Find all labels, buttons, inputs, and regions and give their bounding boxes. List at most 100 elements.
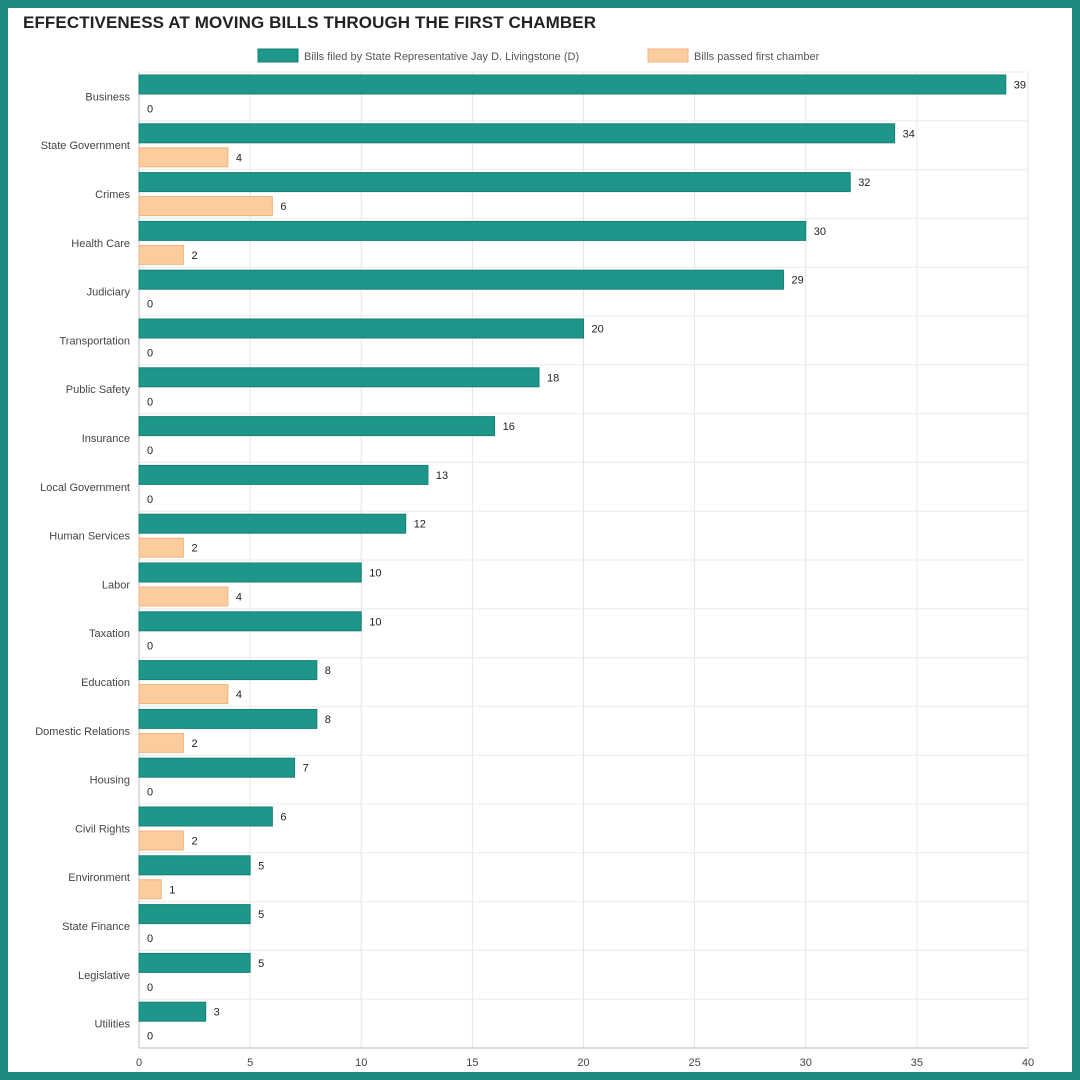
category-label: Taxation [89, 628, 130, 640]
data-label: 7 [303, 763, 309, 775]
x-tick-label: 35 [911, 1057, 923, 1069]
data-label: 10 [369, 616, 381, 628]
category-label: State Government [41, 140, 130, 152]
data-label: 6 [280, 201, 286, 213]
category-label: Local Government [40, 482, 130, 494]
data-label: 4 [236, 152, 242, 164]
legend-swatch [647, 48, 689, 63]
bar-passed [138, 732, 184, 753]
bar-filed [138, 904, 251, 925]
x-tick-label: 30 [800, 1057, 812, 1069]
legend-swatch [257, 48, 299, 63]
bar-filed [138, 611, 362, 632]
bar-passed [138, 830, 184, 851]
data-label: 0 [147, 640, 153, 652]
data-label: 2 [191, 250, 197, 262]
x-tick-label: 40 [1022, 1057, 1034, 1069]
category-label: Housing [90, 775, 130, 787]
bar-passed [138, 196, 273, 217]
category-label: Crimes [95, 189, 130, 201]
bar-passed [138, 586, 229, 607]
category-label: Labor [102, 579, 130, 591]
category-label: Business [85, 91, 130, 103]
category-label: Education [81, 677, 130, 689]
chart-title: EFFECTIVENESS AT MOVING BILLS THROUGH TH… [23, 13, 597, 32]
data-label: 0 [147, 1031, 153, 1043]
bar-filed [138, 806, 273, 827]
bar-filed [138, 74, 1007, 95]
data-label: 12 [414, 519, 426, 531]
data-label: 8 [325, 714, 331, 726]
data-label: 20 [592, 324, 604, 336]
data-label: 30 [814, 226, 826, 238]
bar-passed [138, 147, 229, 168]
category-label: Transportation [59, 335, 130, 347]
data-label: 0 [147, 494, 153, 506]
bar-filed [138, 220, 807, 241]
category-label: Human Services [49, 531, 130, 543]
category-label: Public Safety [66, 384, 131, 396]
data-label: 2 [191, 836, 197, 848]
data-label: 5 [258, 958, 264, 970]
data-label: 18 [547, 372, 559, 384]
data-label: 16 [503, 421, 515, 433]
data-label: 1 [169, 884, 175, 896]
x-tick-label: 5 [247, 1057, 253, 1069]
bar-filed [138, 562, 362, 583]
data-label: 34 [903, 128, 915, 140]
data-label: 5 [258, 909, 264, 921]
data-label: 4 [236, 689, 242, 701]
data-label: 0 [147, 933, 153, 945]
bar-filed [138, 1001, 207, 1022]
bar-filed [138, 318, 584, 339]
data-label: 0 [147, 299, 153, 311]
data-label: 0 [147, 104, 153, 116]
data-label: 8 [325, 665, 331, 677]
x-tick-label: 15 [466, 1057, 478, 1069]
bar-passed [138, 879, 162, 900]
bar-filed [138, 123, 896, 144]
data-label: 10 [369, 568, 381, 580]
data-label: 0 [147, 982, 153, 994]
data-label: 5 [258, 860, 264, 872]
x-tick-label: 20 [577, 1057, 589, 1069]
data-label: 39 [1014, 80, 1026, 92]
bar-passed [138, 684, 229, 705]
data-label: 4 [236, 592, 242, 604]
x-tick-label: 0 [136, 1057, 142, 1069]
x-tick-label: 10 [355, 1057, 367, 1069]
chart-frame: EFFECTIVENESS AT MOVING BILLS THROUGH TH… [8, 8, 1072, 1072]
bar-filed [138, 952, 251, 973]
bar-filed [138, 757, 296, 778]
bar-filed [138, 464, 429, 485]
bar-filed [138, 269, 785, 290]
bar-filed [138, 416, 496, 437]
category-label: Environment [68, 872, 130, 884]
category-label: Utilities [95, 1019, 131, 1031]
x-tick-label: 25 [689, 1057, 701, 1069]
bar-filed [138, 708, 318, 729]
data-label: 13 [436, 470, 448, 482]
data-label: 32 [858, 177, 870, 189]
data-label: 6 [280, 812, 286, 824]
category-label: Health Care [71, 238, 130, 250]
data-label: 3 [214, 1007, 220, 1019]
data-label: 2 [191, 543, 197, 555]
data-label: 2 [191, 738, 197, 750]
bar-passed [138, 537, 184, 558]
data-label: 0 [147, 787, 153, 799]
category-label: Legislative [78, 970, 130, 982]
bar-filed [138, 172, 851, 193]
bar-passed [138, 244, 184, 265]
category-label: Judiciary [87, 287, 131, 299]
category-label: Insurance [82, 433, 130, 445]
data-label: 29 [792, 275, 804, 287]
data-label: 0 [147, 348, 153, 360]
category-label: Civil Rights [75, 823, 131, 835]
bar-filed [138, 855, 251, 876]
category-label: State Finance [62, 921, 130, 933]
category-label: Domestic Relations [35, 726, 130, 738]
bar-filed [138, 660, 318, 681]
bar-filed [138, 513, 407, 534]
